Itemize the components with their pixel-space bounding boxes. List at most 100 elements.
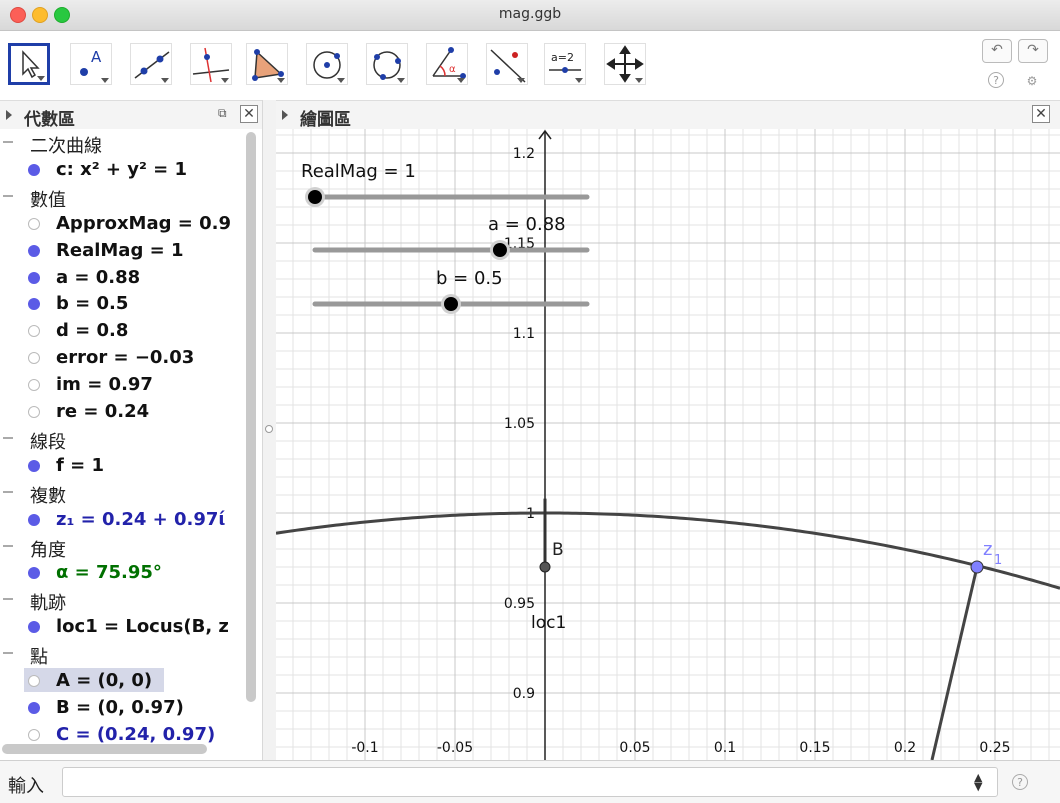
algebra-item[interactable]: error = −0.03 [0, 344, 262, 371]
visibility-toggle-dot[interactable] [28, 701, 40, 714]
point-tool-button[interactable]: A [70, 43, 112, 85]
minimize-window-button[interactable] [32, 7, 48, 23]
visibility-toggle-dot[interactable] [28, 271, 40, 284]
algebra-category[interactable]: 數值 [0, 183, 262, 211]
visibility-toggle-dot[interactable] [28, 217, 40, 230]
graphics-close-icon[interactable]: ✕ [1032, 105, 1050, 123]
slider-tool-button[interactable]: a=2 [544, 43, 586, 85]
y-tick-label: 1.05 [504, 416, 535, 432]
algebra-item-text[interactable]: f = 1 [56, 454, 104, 476]
input-field[interactable] [62, 767, 998, 797]
perpendicular-line-icon [192, 47, 230, 83]
algebra-horizontal-scrollbar[interactable] [2, 744, 207, 754]
algebra-item[interactable]: ApproxMag = 0.9 [0, 210, 262, 237]
graphics-canvas[interactable]: -0.1 -0.05 0.05 0.1 0.15 0.2 0.251.21.151.11.0… [276, 129, 1060, 760]
algebra-item[interactable]: c: x² + y² = 1 [0, 156, 262, 183]
visibility-toggle-dot[interactable] [28, 406, 40, 418]
algebra-item[interactable]: f = 1 [0, 452, 262, 479]
algebra-item-text[interactable]: im = 0.97 [56, 374, 153, 396]
algebra-category[interactable]: 線段 [0, 425, 262, 453]
algebra-vertical-scrollbar[interactable] [246, 132, 256, 702]
collapse-minus-icon[interactable] [3, 194, 13, 197]
move-view-tool-button[interactable] [604, 43, 646, 85]
divider-knob-icon[interactable] [265, 425, 273, 433]
visibility-toggle-dot[interactable] [28, 675, 40, 687]
algebra-item-text[interactable]: ApproxMag = 0.9 [56, 212, 231, 234]
close-window-button[interactable] [10, 7, 26, 23]
algebra-category[interactable]: 複數 [0, 479, 262, 507]
algebra-item[interactable]: A = (0, 0) [0, 667, 262, 694]
algebra-item-text[interactable]: z₁ = 0.24 + 0.97ί [56, 508, 226, 530]
polygon-tool-button[interactable] [246, 43, 288, 85]
algebra-category[interactable]: 角度 [0, 533, 262, 561]
collapse-minus-icon[interactable] [3, 141, 13, 143]
graphics-collapse-triangle-icon[interactable] [282, 110, 288, 120]
collapse-minus-icon[interactable] [3, 652, 13, 655]
algebra-item-text[interactable]: a = 0.88 [56, 266, 141, 288]
algebra-category[interactable]: 軌跡 [0, 586, 262, 614]
algebra-item-text[interactable]: loc1 = Locus(B, z [56, 616, 229, 638]
algebra-item[interactable]: d = 0.8 [0, 317, 262, 344]
reflect-tool-button[interactable] [486, 43, 528, 85]
algebra-category[interactable]: 點 [0, 640, 262, 668]
algebra-item-text[interactable]: α = 75.95° [56, 562, 162, 584]
collapse-minus-icon[interactable] [3, 436, 13, 439]
conic-tool-button[interactable] [366, 43, 408, 85]
view-divider[interactable] [262, 100, 277, 760]
circle-tool-button[interactable] [306, 43, 348, 85]
visibility-toggle-dot[interactable] [28, 163, 40, 176]
undo-button[interactable]: ↶ [982, 39, 1012, 63]
visibility-toggle-dot[interactable] [28, 325, 40, 338]
algebra-item-text[interactable]: re = 0.24 [56, 401, 150, 422]
algebra-category[interactable]: 二次曲線 [0, 129, 262, 157]
collapse-minus-icon[interactable] [3, 490, 13, 493]
visibility-toggle-dot[interactable] [28, 244, 40, 257]
visibility-toggle-dot[interactable] [28, 513, 40, 526]
slider-label: a = 0.88 [488, 214, 566, 235]
redo-button[interactable]: ↷ [1018, 39, 1048, 63]
line-tool-button[interactable] [130, 43, 172, 85]
algebra-item[interactable]: im = 0.97 [0, 371, 262, 398]
algebra-item-text[interactable]: d = 0.8 [56, 320, 129, 342]
algebra-item-text[interactable]: c: x² + y² = 1 [56, 158, 188, 180]
visibility-toggle-dot[interactable] [28, 379, 40, 392]
settings-gear-icon[interactable]: ⚙ [1026, 74, 1038, 88]
algebra-item[interactable]: C = (0.24, 0.97) [0, 721, 262, 748]
algebra-item-text[interactable]: RealMag = 1 [56, 239, 184, 261]
algebra-item[interactable]: z₁ = 0.24 + 0.97ί [0, 506, 262, 533]
move-tool-button[interactable] [8, 43, 50, 85]
slider-knob[interactable] [492, 243, 507, 257]
algebra-collapse-triangle-icon[interactable] [6, 110, 12, 120]
algebra-item[interactable]: α = 75.95° [0, 559, 262, 586]
visibility-toggle-dot[interactable] [28, 728, 40, 741]
collapse-minus-icon[interactable] [3, 544, 13, 547]
help-icon[interactable]: ? [988, 72, 1004, 88]
visibility-toggle-dot[interactable] [28, 621, 40, 634]
algebra-item[interactable]: re = 0.24 [0, 398, 262, 425]
collapse-minus-icon[interactable] [3, 598, 13, 601]
algebra-close-icon[interactable]: ✕ [240, 105, 258, 123]
algebra-item[interactable]: B = (0, 0.97) [0, 694, 262, 721]
input-history-arrows-icon[interactable]: ▲ ▼ [974, 771, 983, 793]
visibility-toggle-dot[interactable] [28, 567, 40, 580]
algebra-item-text[interactable]: A = (0, 0) [56, 670, 153, 691]
algebra-item-text[interactable]: B = (0, 0.97) [56, 696, 184, 718]
slider-knob[interactable] [444, 297, 458, 311]
visibility-toggle-dot[interactable] [28, 459, 40, 472]
algebra-item-text[interactable]: b = 0.5 [56, 293, 129, 315]
visibility-toggle-dot[interactable] [28, 352, 40, 365]
algebra-item[interactable]: loc1 = Locus(B, z [0, 613, 262, 640]
algebra-item[interactable]: RealMag = 1 [0, 237, 262, 264]
zoom-window-button[interactable] [54, 7, 70, 23]
algebra-item-text[interactable]: error = −0.03 [56, 347, 195, 369]
slider-knob[interactable] [308, 190, 322, 204]
visibility-toggle-dot[interactable] [28, 298, 40, 311]
input-help-icon[interactable]: ? [1012, 774, 1028, 790]
angle-tool-button[interactable]: α [426, 43, 468, 85]
perpendicular-tool-button[interactable] [190, 43, 232, 85]
algebra-item-text[interactable]: C = (0.24, 0.97) [56, 723, 216, 745]
graphics-view[interactable]: -0.1 -0.05 0.05 0.1 0.15 0.2 0.25 1.2 1.15 1.1 1.0… [276, 129, 1060, 760]
algebra-item[interactable]: a = 0.88 [0, 264, 262, 291]
algebra-item[interactable]: b = 0.5 [0, 290, 262, 317]
undock-icon[interactable]: ⧉ [218, 106, 227, 120]
